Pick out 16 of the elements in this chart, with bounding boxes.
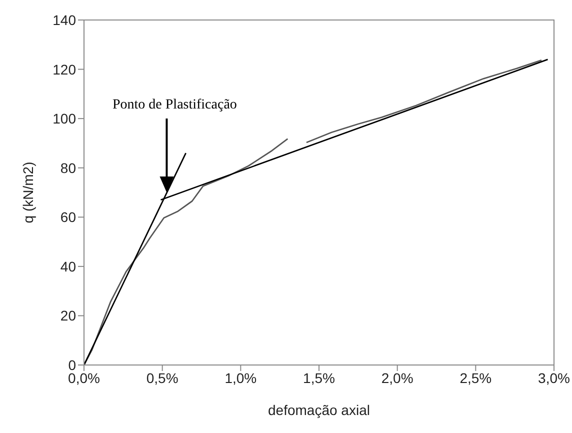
y-tick-label: 40 <box>60 258 76 274</box>
annotation: Ponto de Plastificação <box>112 98 237 112</box>
y-tick-label: 100 <box>52 110 76 127</box>
y-tick-label: 20 <box>60 308 76 324</box>
x-tick-label: 2,5% <box>460 370 492 386</box>
x-tick-label: 1,0% <box>224 370 257 386</box>
y-tick-label: 120 <box>52 61 76 78</box>
x-tick-label: 1,5% <box>303 370 335 386</box>
x-tick-label: 3,0% <box>538 370 570 386</box>
x-axis-title: defomação axial <box>268 402 370 418</box>
y-tick-label: 140 <box>52 12 76 28</box>
y-tick-label: 80 <box>60 160 76 176</box>
x-tick-label: 2,0% <box>381 370 414 386</box>
x-tick-label: 0,5% <box>146 370 178 386</box>
y-tick-label: 60 <box>60 209 76 226</box>
y-axis-title: q (kN/m2) <box>20 162 36 224</box>
